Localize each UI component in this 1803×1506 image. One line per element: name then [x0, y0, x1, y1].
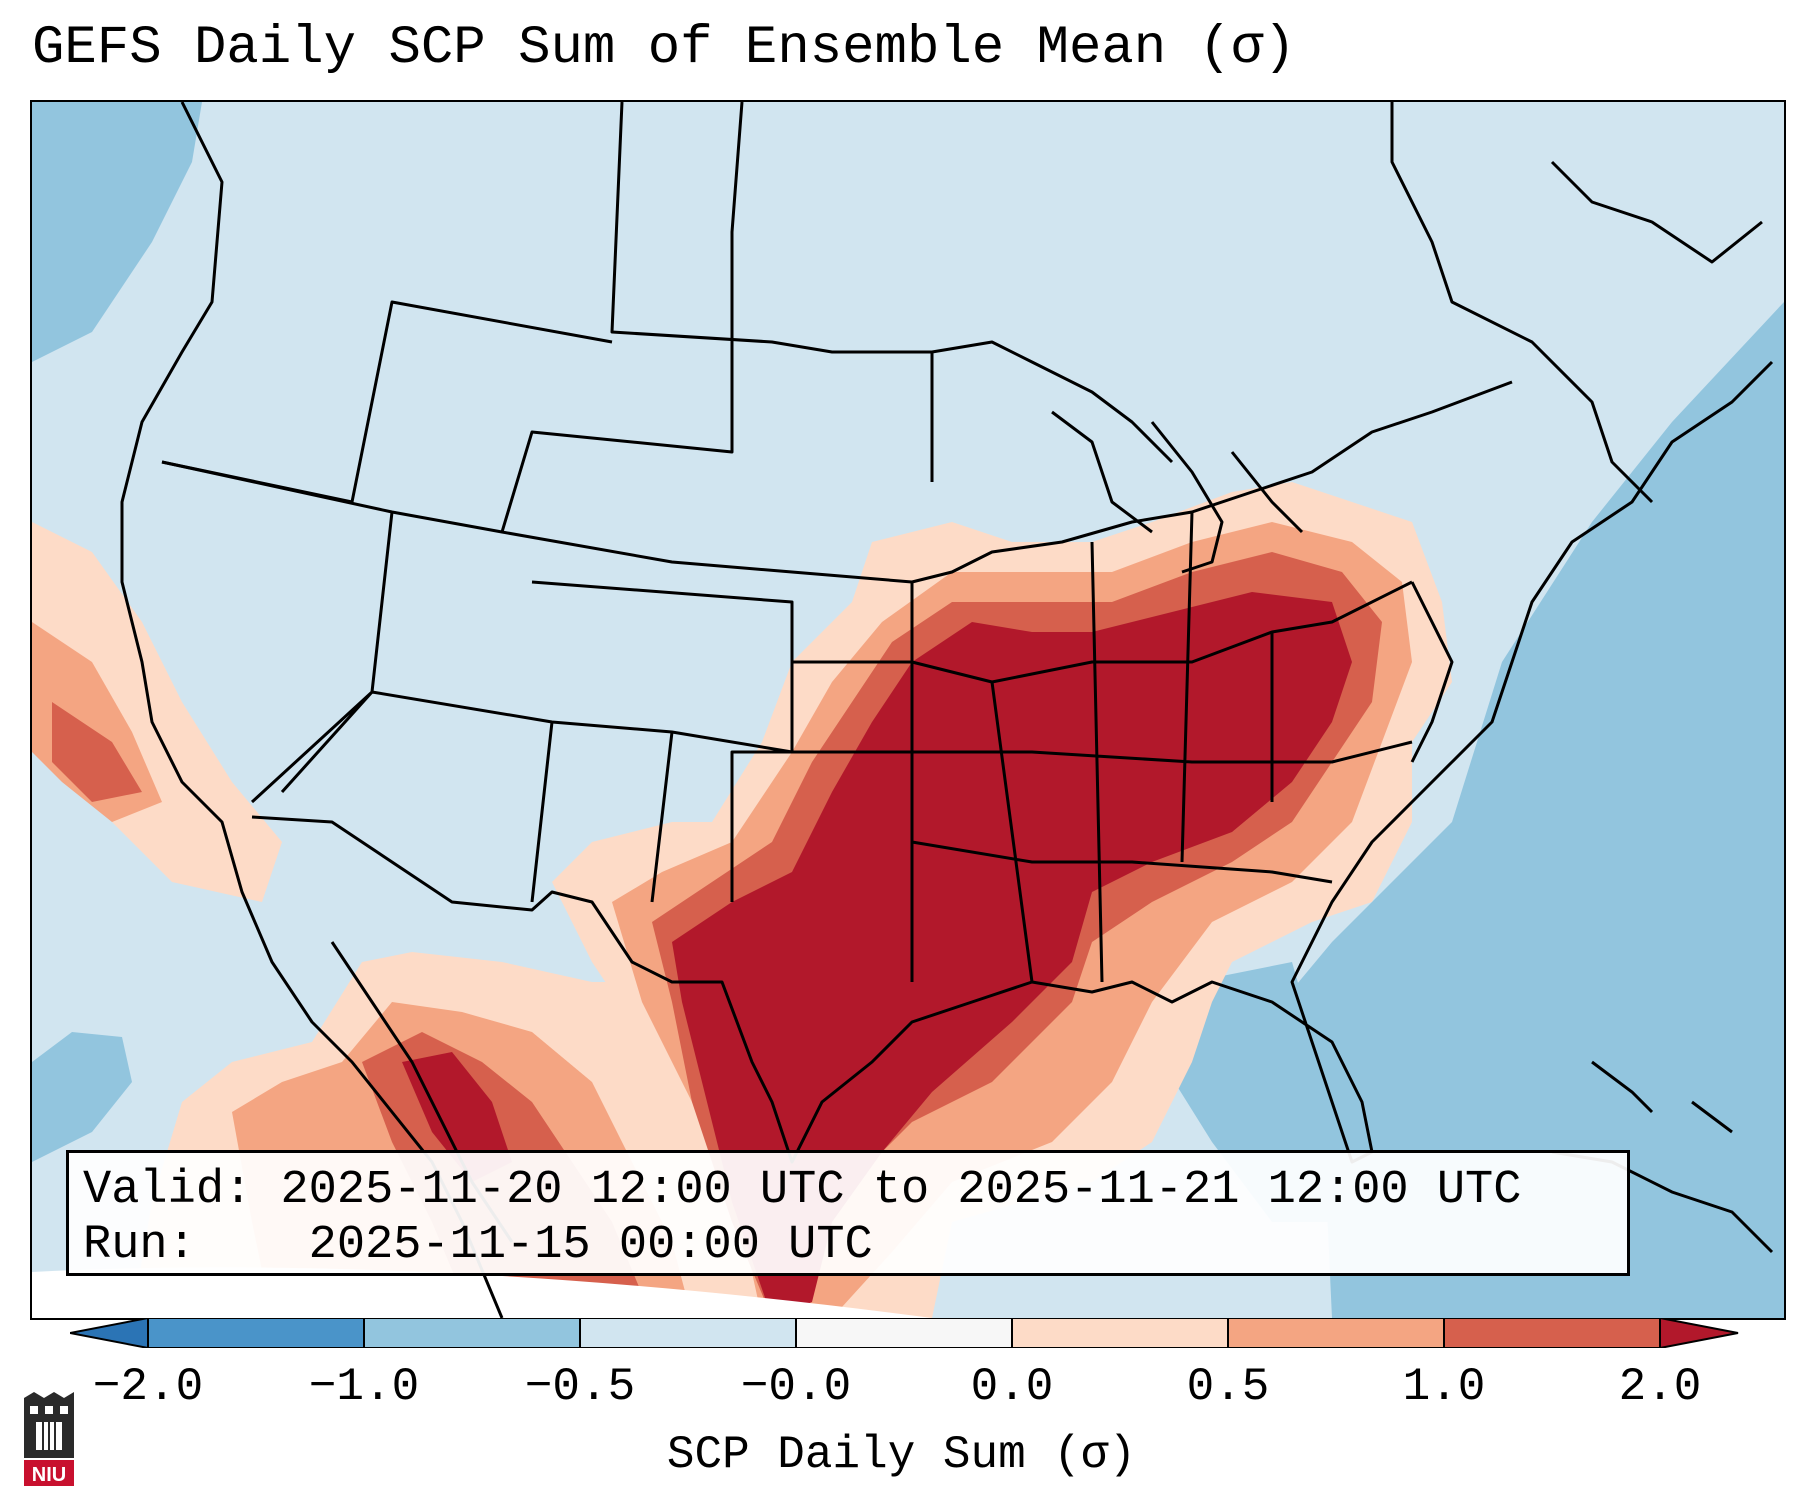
st-lawrence: [1550, 160, 1763, 264]
domain-edge: [32, 1267, 932, 1318]
appalachian-border: [1410, 581, 1454, 763]
colorbar-bin: [1228, 1318, 1444, 1348]
colorbar-outline: [70, 1318, 1739, 1348]
run-label: Run:: [83, 1219, 196, 1272]
pacific-positive-strong: [52, 702, 142, 802]
northwest-states: [161, 300, 613, 504]
canada-provinces: [610, 102, 1174, 464]
colorbar-extend-high: [1660, 1318, 1738, 1348]
colorbar-tick-label: −0.0: [740, 1361, 852, 1413]
colorbar-bin: [796, 1318, 1012, 1348]
south-and-east-coastline: [251, 360, 1774, 1164]
colorbar-bin: [1012, 1318, 1228, 1348]
colorbar-tick-label: −2.0: [92, 1361, 204, 1413]
central-states: [530, 511, 1413, 983]
colorbar-extend-low: [70, 1318, 148, 1348]
rockies-states: [500, 102, 744, 533]
svg-text:NIU: NIU: [32, 1464, 66, 1486]
pacific-anomaly-north: [32, 102, 202, 362]
colorbar-label: SCP Daily Sum (σ): [666, 1429, 1137, 1481]
niu-logo-icon: NIU: [24, 1392, 74, 1486]
lake-michigan-shore: [1150, 421, 1304, 574]
colorbar: [70, 1318, 1739, 1348]
pacific-positive-light: [32, 522, 282, 902]
colorbar-tick-label: −0.5: [524, 1361, 636, 1413]
pacific-anomaly-south: [32, 1032, 132, 1162]
colorbar-bin: [1444, 1318, 1660, 1348]
map-panel: [30, 100, 1786, 1320]
valid-time-box: Valid: 2025-11-20 12:00 UTC to 2025-11-2…: [66, 1150, 1630, 1276]
atlantic-anomaly: [1282, 302, 1784, 1318]
mexico-positive-max: [402, 1052, 512, 1182]
west-coastline: [120, 102, 504, 1318]
colorbar-bin: [364, 1318, 580, 1348]
colorbar-bin: [148, 1318, 364, 1348]
great-lakes-region: [930, 352, 1153, 534]
map-canvas: [32, 102, 1784, 1318]
run-value: 2025-11-15 00:00 UTC: [308, 1219, 873, 1272]
valid-value: 2025-11-20 12:00 UTC to 2025-11-21 12:00…: [280, 1164, 1522, 1217]
quebec-border: [1390, 102, 1654, 504]
colorbar-tick-label: 2.0: [1618, 1361, 1702, 1413]
colorbar-ticks: [147, 1318, 1661, 1348]
central-positive-max: [672, 592, 1352, 1318]
colorbar-tick-label: 1.0: [1402, 1361, 1486, 1413]
bahamas-outline: [1591, 1060, 1733, 1134]
colorbar-tick-label: −1.0: [308, 1361, 420, 1413]
colorbar-tick-label: 0.5: [1186, 1361, 1270, 1413]
us-canada-border: [161, 380, 1513, 584]
colorbar-bin: [580, 1318, 796, 1348]
colorbar-tick-label: 0.0: [970, 1361, 1054, 1413]
chart-title: GEFS Daily SCP Sum of Ensemble Mean (σ): [32, 18, 1296, 79]
map-boundaries: [120, 102, 1774, 1318]
valid-label: Valid:: [83, 1164, 253, 1217]
